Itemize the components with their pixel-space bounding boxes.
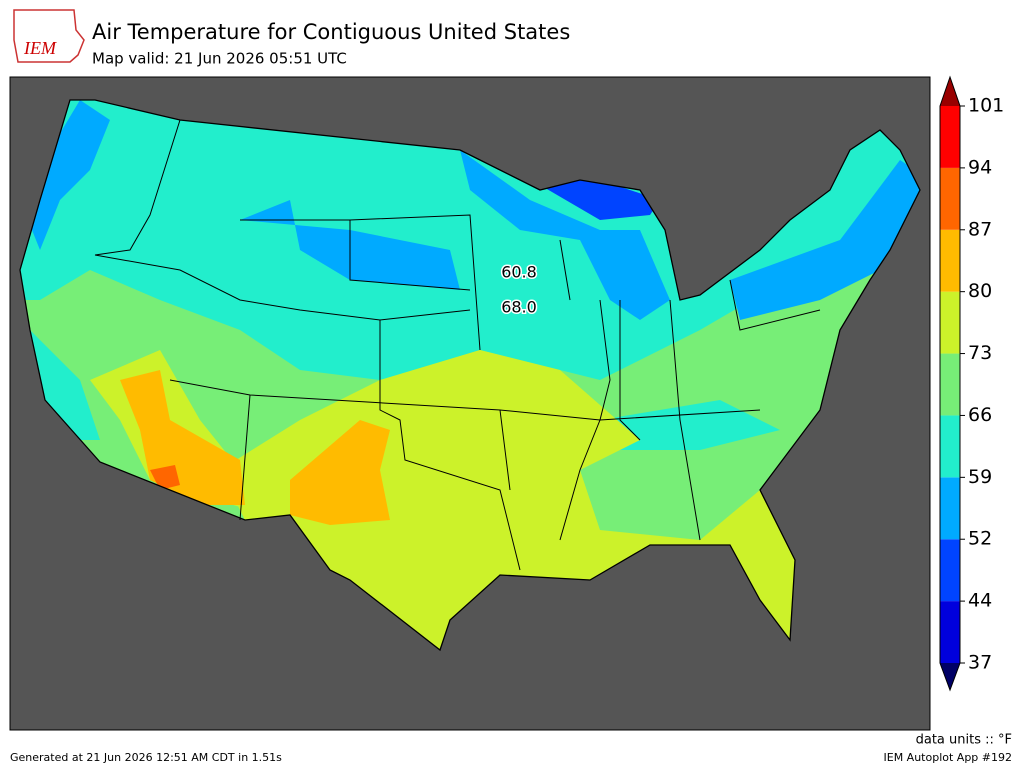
tick-label: 80 [968,280,992,302]
units-label: data units :: °F [916,733,1012,748]
color-band [940,353,960,416]
over-triangle [940,77,960,106]
under-triangle [940,663,960,690]
logo-text: IEM [23,38,57,58]
tick-label: 37 [968,652,992,674]
station-value: 68.0 [501,298,537,317]
footer-generated: Generated at 21 Jun 2026 12:51 AM CDT in… [10,751,282,764]
color-band [940,229,960,292]
title: Air Temperature for Contiguous United St… [92,20,570,44]
color-band [940,601,960,663]
tick-label: 44 [968,590,992,612]
tick-label: 94 [968,156,992,178]
footer-app: IEM Autoplot App #192 [884,751,1013,764]
state-borders [94,119,821,571]
logo: IEM [13,9,85,63]
tick-label: 87 [968,218,992,240]
tick-label: 52 [968,528,992,550]
tick-label: 101 [968,95,1004,117]
color-band [940,539,960,602]
tick-label: 73 [968,342,992,364]
color-band [940,291,960,354]
color-band [940,415,960,478]
subtitle: Map valid: 21 Jun 2026 05:51 UTC [92,50,347,68]
color-band [940,477,960,540]
station-value: 60.8 [501,263,537,282]
color-band [940,167,960,230]
colorbar: 37 44 52 59 66 73 80 87 94 101 [939,75,1004,692]
color-band [940,106,960,168]
tick-label: 59 [968,466,992,488]
tick-label: 66 [968,404,992,426]
